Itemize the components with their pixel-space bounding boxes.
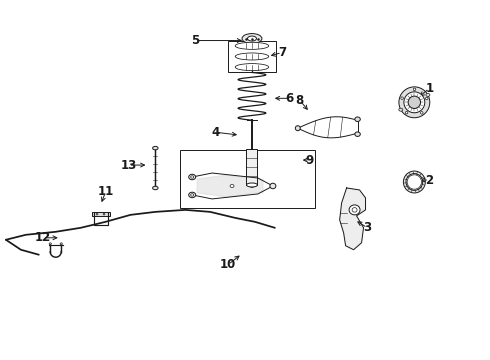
Text: 3: 3 bbox=[364, 221, 371, 234]
Text: 6: 6 bbox=[286, 92, 294, 105]
Bar bbox=[92, 212, 110, 216]
Ellipse shape bbox=[60, 243, 62, 245]
Ellipse shape bbox=[242, 33, 262, 44]
Ellipse shape bbox=[401, 97, 403, 99]
Ellipse shape bbox=[152, 186, 158, 190]
Ellipse shape bbox=[189, 174, 196, 180]
Text: 4: 4 bbox=[211, 126, 219, 139]
Ellipse shape bbox=[270, 183, 276, 189]
Ellipse shape bbox=[408, 96, 420, 108]
Ellipse shape bbox=[96, 213, 98, 215]
Text: 5: 5 bbox=[191, 34, 199, 47]
Text: 7: 7 bbox=[278, 46, 286, 59]
Ellipse shape bbox=[399, 87, 430, 118]
Ellipse shape bbox=[250, 184, 254, 188]
Text: 11: 11 bbox=[98, 185, 114, 198]
Bar bbox=[180, 150, 315, 208]
Text: 2: 2 bbox=[425, 174, 433, 186]
Ellipse shape bbox=[247, 36, 256, 41]
Ellipse shape bbox=[426, 93, 430, 96]
Polygon shape bbox=[340, 188, 366, 250]
Ellipse shape bbox=[235, 53, 269, 60]
Ellipse shape bbox=[191, 176, 194, 178]
Ellipse shape bbox=[413, 88, 416, 91]
Text: 13: 13 bbox=[121, 158, 137, 172]
Ellipse shape bbox=[406, 174, 423, 190]
Bar bbox=[228, 41, 276, 72]
Text: 1: 1 bbox=[425, 82, 433, 95]
Bar bbox=[246, 149, 257, 185]
Ellipse shape bbox=[49, 243, 51, 245]
Ellipse shape bbox=[403, 171, 425, 193]
Text: 12: 12 bbox=[35, 231, 51, 244]
Ellipse shape bbox=[355, 117, 360, 121]
Ellipse shape bbox=[407, 175, 421, 189]
Text: 10: 10 bbox=[220, 258, 236, 271]
Ellipse shape bbox=[230, 184, 234, 188]
Polygon shape bbox=[197, 175, 263, 197]
Text: 8: 8 bbox=[295, 94, 304, 107]
Ellipse shape bbox=[405, 112, 408, 114]
Ellipse shape bbox=[235, 42, 269, 49]
Ellipse shape bbox=[295, 126, 300, 131]
Ellipse shape bbox=[404, 92, 425, 113]
Ellipse shape bbox=[355, 132, 360, 136]
Ellipse shape bbox=[246, 183, 257, 187]
Ellipse shape bbox=[420, 112, 423, 114]
Ellipse shape bbox=[189, 192, 196, 198]
Ellipse shape bbox=[352, 208, 357, 212]
Ellipse shape bbox=[103, 213, 105, 215]
Ellipse shape bbox=[425, 97, 428, 100]
Ellipse shape bbox=[235, 64, 269, 71]
Ellipse shape bbox=[399, 108, 403, 111]
Ellipse shape bbox=[349, 205, 360, 215]
Ellipse shape bbox=[191, 194, 194, 196]
Text: 9: 9 bbox=[306, 154, 314, 167]
Ellipse shape bbox=[152, 147, 158, 150]
